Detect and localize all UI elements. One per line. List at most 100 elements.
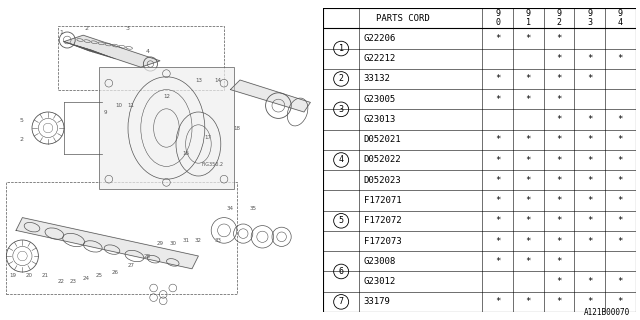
Text: *: * [525,75,531,84]
Text: *: * [556,95,562,104]
Text: 11: 11 [128,103,134,108]
Text: 6: 6 [339,267,344,276]
Text: 9
2: 9 2 [557,9,561,28]
Text: 17: 17 [205,135,211,140]
Text: 9: 9 [104,109,108,115]
Text: 7: 7 [339,297,344,306]
Text: *: * [556,115,562,124]
Text: *: * [587,156,592,164]
Text: 4: 4 [339,156,344,164]
Text: 1: 1 [339,44,344,53]
Text: 13: 13 [195,77,202,83]
Text: 14: 14 [214,77,221,83]
Text: 34: 34 [227,205,234,211]
Text: 9
0: 9 0 [495,9,500,28]
Text: *: * [556,196,562,205]
Text: *: * [495,156,500,164]
Text: *: * [587,277,592,286]
Text: 22: 22 [58,279,64,284]
Text: 19: 19 [10,273,16,278]
Polygon shape [16,218,198,269]
Text: 31: 31 [182,237,189,243]
Text: G23005: G23005 [364,95,396,104]
Text: *: * [556,75,562,84]
Text: *: * [525,156,531,164]
Text: 9
1: 9 1 [526,9,531,28]
Text: 23: 23 [70,279,77,284]
Text: F172071: F172071 [364,196,401,205]
Text: G23012: G23012 [364,277,396,286]
Text: *: * [556,297,562,306]
Text: D052022: D052022 [364,156,401,164]
Text: 9
3: 9 3 [587,9,592,28]
Polygon shape [230,80,310,112]
Text: *: * [495,257,500,266]
Text: *: * [495,75,500,84]
Text: *: * [525,297,531,306]
Text: 9
4: 9 4 [618,9,623,28]
Text: 4: 4 [145,49,149,54]
Text: *: * [525,34,531,43]
Text: *: * [587,297,592,306]
Text: 2: 2 [84,26,88,31]
Text: G22206: G22206 [364,34,396,43]
Text: *: * [587,196,592,205]
Text: 28: 28 [144,253,150,259]
Text: *: * [618,216,623,225]
Text: *: * [618,297,623,306]
Text: *: * [618,54,623,63]
FancyBboxPatch shape [99,67,234,189]
Text: *: * [556,34,562,43]
Text: *: * [495,95,500,104]
Text: *: * [495,34,500,43]
Text: 26: 26 [112,269,118,275]
Text: *: * [525,95,531,104]
Text: 29: 29 [157,241,163,246]
Text: D052021: D052021 [364,135,401,144]
Text: 32: 32 [195,237,202,243]
Text: *: * [587,54,592,63]
Text: 12: 12 [163,93,170,99]
Text: 20: 20 [26,273,32,278]
Text: 24: 24 [83,276,90,281]
Text: *: * [618,156,623,164]
Text: *: * [525,196,531,205]
Text: *: * [556,277,562,286]
Text: *: * [495,176,500,185]
Text: *: * [587,135,592,144]
Text: *: * [618,196,623,205]
Text: *: * [587,236,592,245]
Text: F172072: F172072 [364,216,401,225]
Text: 33132: 33132 [364,75,390,84]
Text: *: * [556,257,562,266]
Text: *: * [495,135,500,144]
Text: F172073: F172073 [364,236,401,245]
Text: *: * [495,297,500,306]
Text: G23008: G23008 [364,257,396,266]
Text: 33: 33 [214,237,221,243]
Text: A121B00070: A121B00070 [584,308,630,317]
Text: *: * [618,277,623,286]
Text: *: * [556,176,562,185]
Text: *: * [556,135,562,144]
Text: 25: 25 [96,273,102,278]
Text: *: * [587,216,592,225]
Text: 21: 21 [42,273,48,278]
Text: 5: 5 [339,216,344,225]
Text: *: * [495,196,500,205]
Text: *: * [556,156,562,164]
Text: *: * [618,236,623,245]
Text: *: * [618,176,623,185]
Text: *: * [525,135,531,144]
Text: 1: 1 [59,29,63,35]
Text: 33179: 33179 [364,297,390,306]
Text: PARTS CORD: PARTS CORD [376,14,429,23]
Text: *: * [618,115,623,124]
Text: 35: 35 [250,205,256,211]
Text: 16: 16 [182,151,189,156]
Text: 2: 2 [339,75,344,84]
Text: *: * [556,236,562,245]
Text: *: * [587,115,592,124]
Text: 10: 10 [115,103,122,108]
Text: FIG350.2: FIG350.2 [202,162,223,167]
